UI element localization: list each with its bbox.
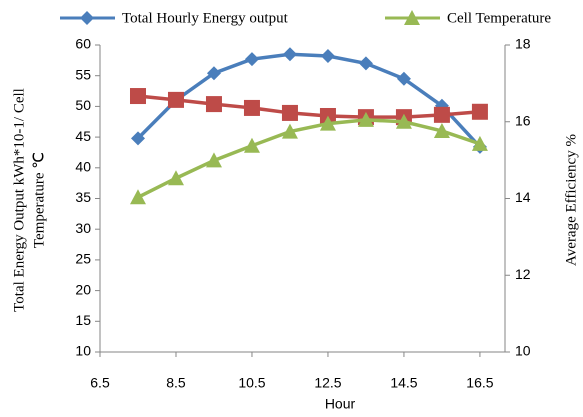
x-tick-label: 16.5 [466,375,493,391]
legend-label: Cell Temperature [447,10,551,26]
data-point [357,111,374,127]
data-point [205,152,222,168]
data-point [358,56,373,71]
data-point [471,103,488,120]
data-point [471,135,488,151]
series-line [136,52,482,149]
y-tick-label: 35 [75,189,91,205]
y-tick-label: 50 [75,97,91,113]
x-axis-title: Hour [325,396,356,412]
y-axis-title: Temperature ℃ [31,152,47,248]
data-point [244,52,259,67]
y2-axis-title: Average Efficiency % [563,134,579,266]
y-tick-label: 15 [75,312,91,328]
data-point [319,115,336,131]
y2-tick-label: 10 [515,343,531,359]
data-point [243,137,260,153]
y-tick-label: 40 [75,159,91,175]
data-point [282,47,297,62]
data-point [320,49,335,64]
data-point [433,106,450,123]
y-tick-label: 10 [75,343,91,359]
data-point [395,113,412,129]
legend-label: Total Hourly Energy output [122,10,289,26]
data-point [243,99,260,116]
y2-tick-label: 14 [515,189,531,205]
data-point [396,71,411,86]
data-point [130,131,145,146]
x-tick-label: 6.5 [90,375,110,391]
data-point [433,122,450,138]
y2-tick-label: 12 [515,266,531,282]
data-point [167,170,184,186]
x-tick-label: 14.5 [390,375,417,391]
data-point [129,88,146,105]
legend-marker [80,11,94,25]
y-tick-label: 60 [75,36,91,52]
y2-tick-label: 16 [515,112,531,128]
x-tick-label: 12.5 [314,375,341,391]
y-tick-label: 20 [75,281,91,297]
series-line [137,118,481,199]
y-tick-label: 25 [75,251,91,267]
data-point [206,66,221,81]
data-point [129,189,146,205]
data-point [167,91,184,108]
y-tick-label: 55 [75,66,91,82]
y-tick-label: 30 [75,220,91,236]
x-tick-label: 10.5 [238,375,265,391]
data-point [205,96,222,113]
y-axis-title: Total Energy Output kWh*10-1/ Cell [11,88,27,312]
data-point [281,104,298,121]
series-line [137,94,481,119]
x-tick-label: 8.5 [166,375,186,391]
y-tick-label: 45 [75,128,91,144]
data-point [281,123,298,139]
legend-marker [404,10,420,25]
y2-tick-label: 18 [515,36,531,52]
